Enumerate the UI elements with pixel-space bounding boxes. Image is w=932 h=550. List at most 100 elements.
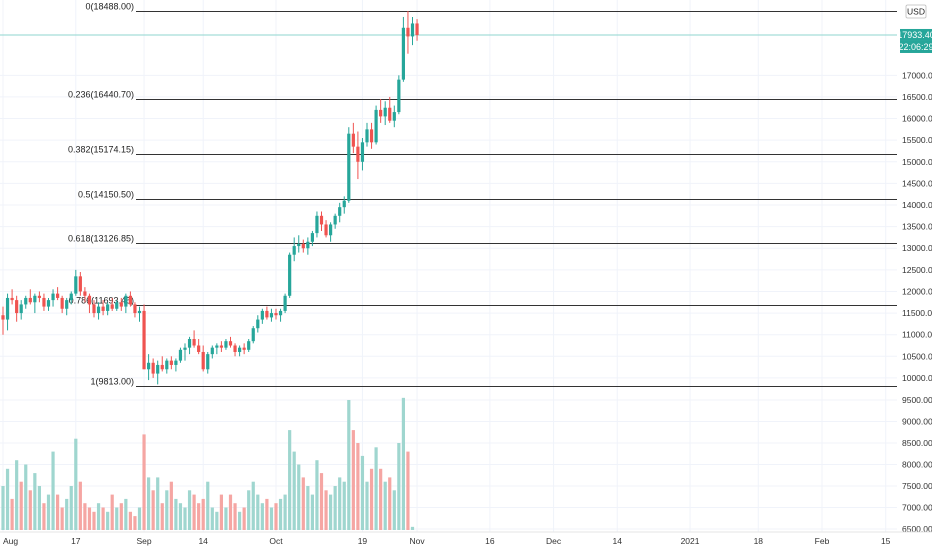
- candle-body: [274, 313, 278, 316]
- candle-body: [115, 302, 119, 309]
- candle-body: [46, 300, 51, 307]
- volume-bar: [224, 507, 228, 530]
- timer-badge-text: 22:06:29: [898, 42, 932, 52]
- candle-body: [51, 293, 55, 301]
- volume-bar: [333, 486, 337, 530]
- candle-body: [338, 207, 342, 216]
- price-tick-label: 13000.00: [902, 243, 932, 253]
- volume-bar: [269, 507, 274, 530]
- candle-body: [42, 297, 46, 307]
- candle-body: [65, 300, 69, 309]
- candle-body: [388, 107, 392, 121]
- volume-bar: [87, 507, 92, 530]
- fibonacci-retracement[interactable]: 0(18488.00) 0.236(16440.70) 0.382(15174.15…: [68, 2, 897, 387]
- volume-bar: [10, 498, 14, 530]
- candle-body: [160, 364, 164, 370]
- timer-badge: 22:06:29: [898, 40, 932, 53]
- candle-body: [415, 23, 419, 35]
- fib-level-label: 0(18488.00): [85, 2, 134, 12]
- volume-tick-label: 7500.00: [902, 481, 932, 491]
- candle-body: [310, 233, 314, 242]
- candle-body: [269, 313, 274, 318]
- volume-bar: [260, 503, 264, 530]
- volume-bar: [156, 477, 160, 530]
- candle-body: [288, 254, 292, 296]
- time-tick-label: Feb: [815, 536, 830, 546]
- volume-bar: [37, 486, 41, 530]
- candle-body: [96, 306, 101, 314]
- volume-bar: [278, 498, 283, 530]
- candle-body: [101, 306, 105, 311]
- volume-bar: [60, 507, 64, 530]
- price-badge-text: 17933.40: [897, 30, 932, 40]
- volume-bar: [56, 494, 60, 530]
- time-tick-label: Aug: [3, 536, 18, 546]
- candle-body: [383, 107, 387, 117]
- currency-label[interactable]: USD: [905, 4, 927, 19]
- volume-bar: [147, 477, 151, 530]
- candle-body: [251, 328, 255, 342]
- candle-body: [224, 341, 228, 348]
- time-axis[interactable]: Aug17Sep14Oct19Nov16Dec14202118Feb15Mar1…: [0, 531, 932, 546]
- price-axis[interactable]: 17000.00 16500.00 16000.00 15500.00 15000.00…: [902, 70, 932, 534]
- volume-bar: [406, 451, 410, 530]
- volume-bar: [187, 490, 192, 530]
- volume-tick-label: 8000.00: [902, 460, 932, 470]
- candle-body: [78, 276, 82, 292]
- time-tick-label: Sep: [136, 536, 151, 546]
- volume-bar: [238, 511, 242, 530]
- volume-bar: [324, 490, 328, 530]
- volume-bar: [256, 494, 260, 530]
- fib-level-label: 1(9813.00): [90, 377, 134, 387]
- volume-bar: [160, 503, 164, 530]
- candle-body: [260, 310, 264, 320]
- chart-grid: [0, 0, 897, 532]
- volume-bar: [242, 507, 246, 530]
- volume-bar: [383, 481, 387, 530]
- volume-bar: [192, 494, 196, 530]
- volume-bar: [360, 455, 365, 530]
- candle-body: [169, 360, 173, 365]
- price-tick-label: 14000.00: [902, 200, 932, 210]
- candle-body: [187, 339, 192, 348]
- fib-level-label: 0.382(15174.15): [68, 145, 134, 155]
- volume-bar: [338, 477, 342, 530]
- candle-body: [128, 295, 132, 305]
- candle-body: [178, 349, 183, 361]
- volume-bar: [356, 443, 360, 530]
- volume-bar: [106, 511, 110, 530]
- volume-bar: [251, 481, 255, 530]
- time-tick-label: 14: [198, 536, 208, 546]
- time-tick-label: Dec: [546, 536, 562, 546]
- fib-level-label: 0.5(14150.50): [78, 190, 134, 200]
- candle-body: [374, 109, 378, 143]
- candle-body: [401, 27, 405, 80]
- volume-bar: [83, 503, 87, 530]
- price-tick-label: 15000.00: [902, 157, 932, 167]
- volume-bar: [283, 494, 287, 530]
- candle-body: [74, 276, 78, 294]
- volume-bar: [210, 507, 214, 530]
- price-tick-label: 15500.00: [902, 135, 932, 145]
- volume-bar: [137, 507, 142, 530]
- candle-body: [219, 345, 223, 348]
- volume-bar: [1, 486, 5, 530]
- volume-bar: [28, 490, 32, 530]
- candle-body: [83, 291, 87, 296]
- candle-body: [142, 310, 146, 370]
- volume-bar: [342, 481, 346, 530]
- volume-bar: [351, 430, 355, 530]
- candle-body: [306, 241, 310, 249]
- volume-bars: [1, 397, 415, 530]
- candle-body: [1, 315, 5, 320]
- price-tick-label: 16500.00: [902, 92, 932, 102]
- candle-body: [292, 246, 296, 255]
- volume-bar: [92, 511, 96, 530]
- candle-body: [60, 297, 64, 309]
- time-tick-label: 17: [71, 536, 81, 546]
- volume-bar: [301, 477, 305, 530]
- volume-bar: [119, 503, 123, 530]
- candle-body: [56, 293, 60, 298]
- volume-tick-label: 7000.00: [902, 503, 932, 513]
